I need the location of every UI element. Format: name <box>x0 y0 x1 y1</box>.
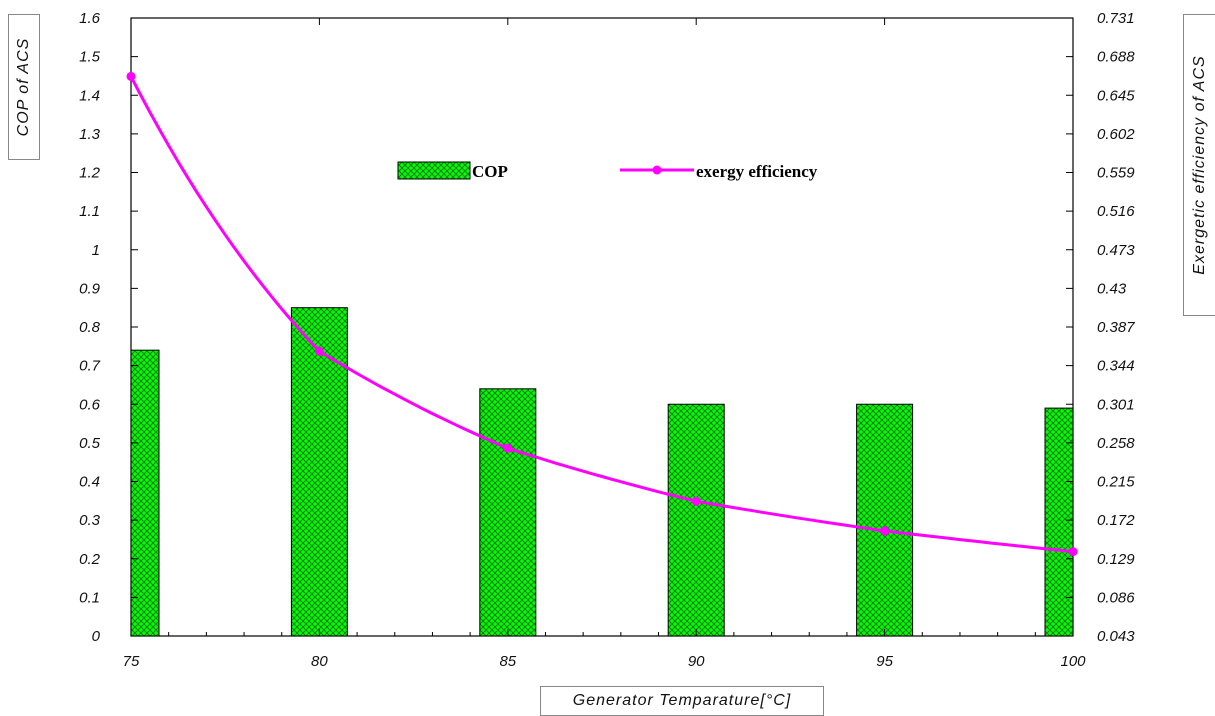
y-tick-label-0.3: 0.3 <box>79 512 101 529</box>
y2-tick-label-0.731: 0.731 <box>1097 10 1135 27</box>
x-tick-label-100: 100 <box>1060 653 1086 670</box>
y-tick-label-0: 0 <box>92 628 101 645</box>
y2-tick-label-0.43: 0.43 <box>1097 280 1127 297</box>
legend-label-exergy: exergy efficiency <box>696 162 818 181</box>
x-tick-label-80: 80 <box>311 653 328 670</box>
y-tick-label-0.7: 0.7 <box>79 358 101 375</box>
y-tick-label-0.2: 0.2 <box>79 551 101 568</box>
bar-cop-95 <box>856 403 914 637</box>
point-exergy-85 <box>503 443 513 453</box>
y-tick-label-1: 1 <box>92 242 100 259</box>
y-tick-label-0.5: 0.5 <box>79 435 101 452</box>
y-axis-label-right: Exergetic efficiency of ACS <box>1183 14 1215 316</box>
point-exergy-95 <box>880 526 890 536</box>
plot-frame <box>130 17 1074 637</box>
x-axis-label: Generator Temparature[°C] <box>540 686 824 716</box>
plot-border <box>130 17 1074 637</box>
x-tick-label-95: 95 <box>876 653 893 670</box>
legend-label-cop: COP <box>472 162 508 181</box>
bar-cop-100 <box>1044 407 1074 637</box>
bar-cop-80 <box>290 307 348 637</box>
y2-tick-label-0.301: 0.301 <box>1097 396 1135 413</box>
y-tick-label-0.9: 0.9 <box>79 280 101 297</box>
legend-marker-exergy <box>652 165 662 175</box>
y2-tick-label-0.602: 0.602 <box>1097 126 1135 143</box>
point-exergy-80 <box>314 346 324 356</box>
y2-tick-label-0.129: 0.129 <box>1097 551 1135 568</box>
y2-tick-label-0.215: 0.215 <box>1097 474 1135 491</box>
y-axis-label-right-text: Exergetic efficiency of ACS <box>1191 55 1208 275</box>
cop-bars <box>130 307 1074 637</box>
legend-swatch-cop <box>397 161 471 180</box>
y-axis-label-left: COP of ACS <box>8 14 40 160</box>
y2-tick-label-0.645: 0.645 <box>1097 87 1135 104</box>
y2-tick-label-0.043: 0.043 <box>1097 628 1135 645</box>
y-tick-label-0.6: 0.6 <box>79 396 101 413</box>
y2-tick-label-0.172: 0.172 <box>1097 512 1135 529</box>
y-tick-label-1.6: 1.6 <box>79 10 101 27</box>
y2-tick-label-0.559: 0.559 <box>1097 165 1135 182</box>
y-axis-label-left-text: COP of ACS <box>15 37 32 137</box>
bar-cop-90 <box>667 403 725 637</box>
x-tick-label-75: 75 <box>123 653 140 670</box>
point-exergy-75 <box>126 71 136 81</box>
line-exergy-efficiency <box>129 75 1074 554</box>
y-tick-label-0.4: 0.4 <box>79 474 100 491</box>
point-exergy-100 <box>1068 547 1078 557</box>
y2-tick-label-0.473: 0.473 <box>1097 242 1135 259</box>
y-tick-label-1.4: 1.4 <box>79 87 100 104</box>
y-tick-label-1.5: 1.5 <box>79 49 101 66</box>
y2-tick-label-0.258: 0.258 <box>1097 435 1135 452</box>
y-tick-label-0.8: 0.8 <box>79 319 101 336</box>
y2-tick-label-0.086: 0.086 <box>1097 589 1135 606</box>
exergy-line <box>126 71 1078 557</box>
bar-cop-75 <box>130 349 160 637</box>
legend: COP exergy efficiency <box>397 161 818 181</box>
point-exergy-90 <box>691 496 701 506</box>
x-tick-label-85: 85 <box>499 653 516 670</box>
y-tick-label-1.2: 1.2 <box>79 165 101 182</box>
y-tick-label-1.1: 1.1 <box>79 203 100 220</box>
y-tick-label-0.1: 0.1 <box>79 589 100 606</box>
y2-tick-label-0.387: 0.387 <box>1097 319 1135 336</box>
y2-tick-label-0.344: 0.344 <box>1097 358 1135 375</box>
y2-tick-label-0.516: 0.516 <box>1097 203 1135 220</box>
bar-cop-85 <box>479 388 537 637</box>
x-tick-label-90: 90 <box>688 653 705 670</box>
y2-tick-label-0.688: 0.688 <box>1097 49 1135 66</box>
y-tick-label-1.3: 1.3 <box>79 126 101 143</box>
tick-marks: 75 80 85 90 95 100 0 0.1 0.2 0.3 0.4 0.5 0.6 0.7 0.8 0.… <box>79 10 1135 670</box>
